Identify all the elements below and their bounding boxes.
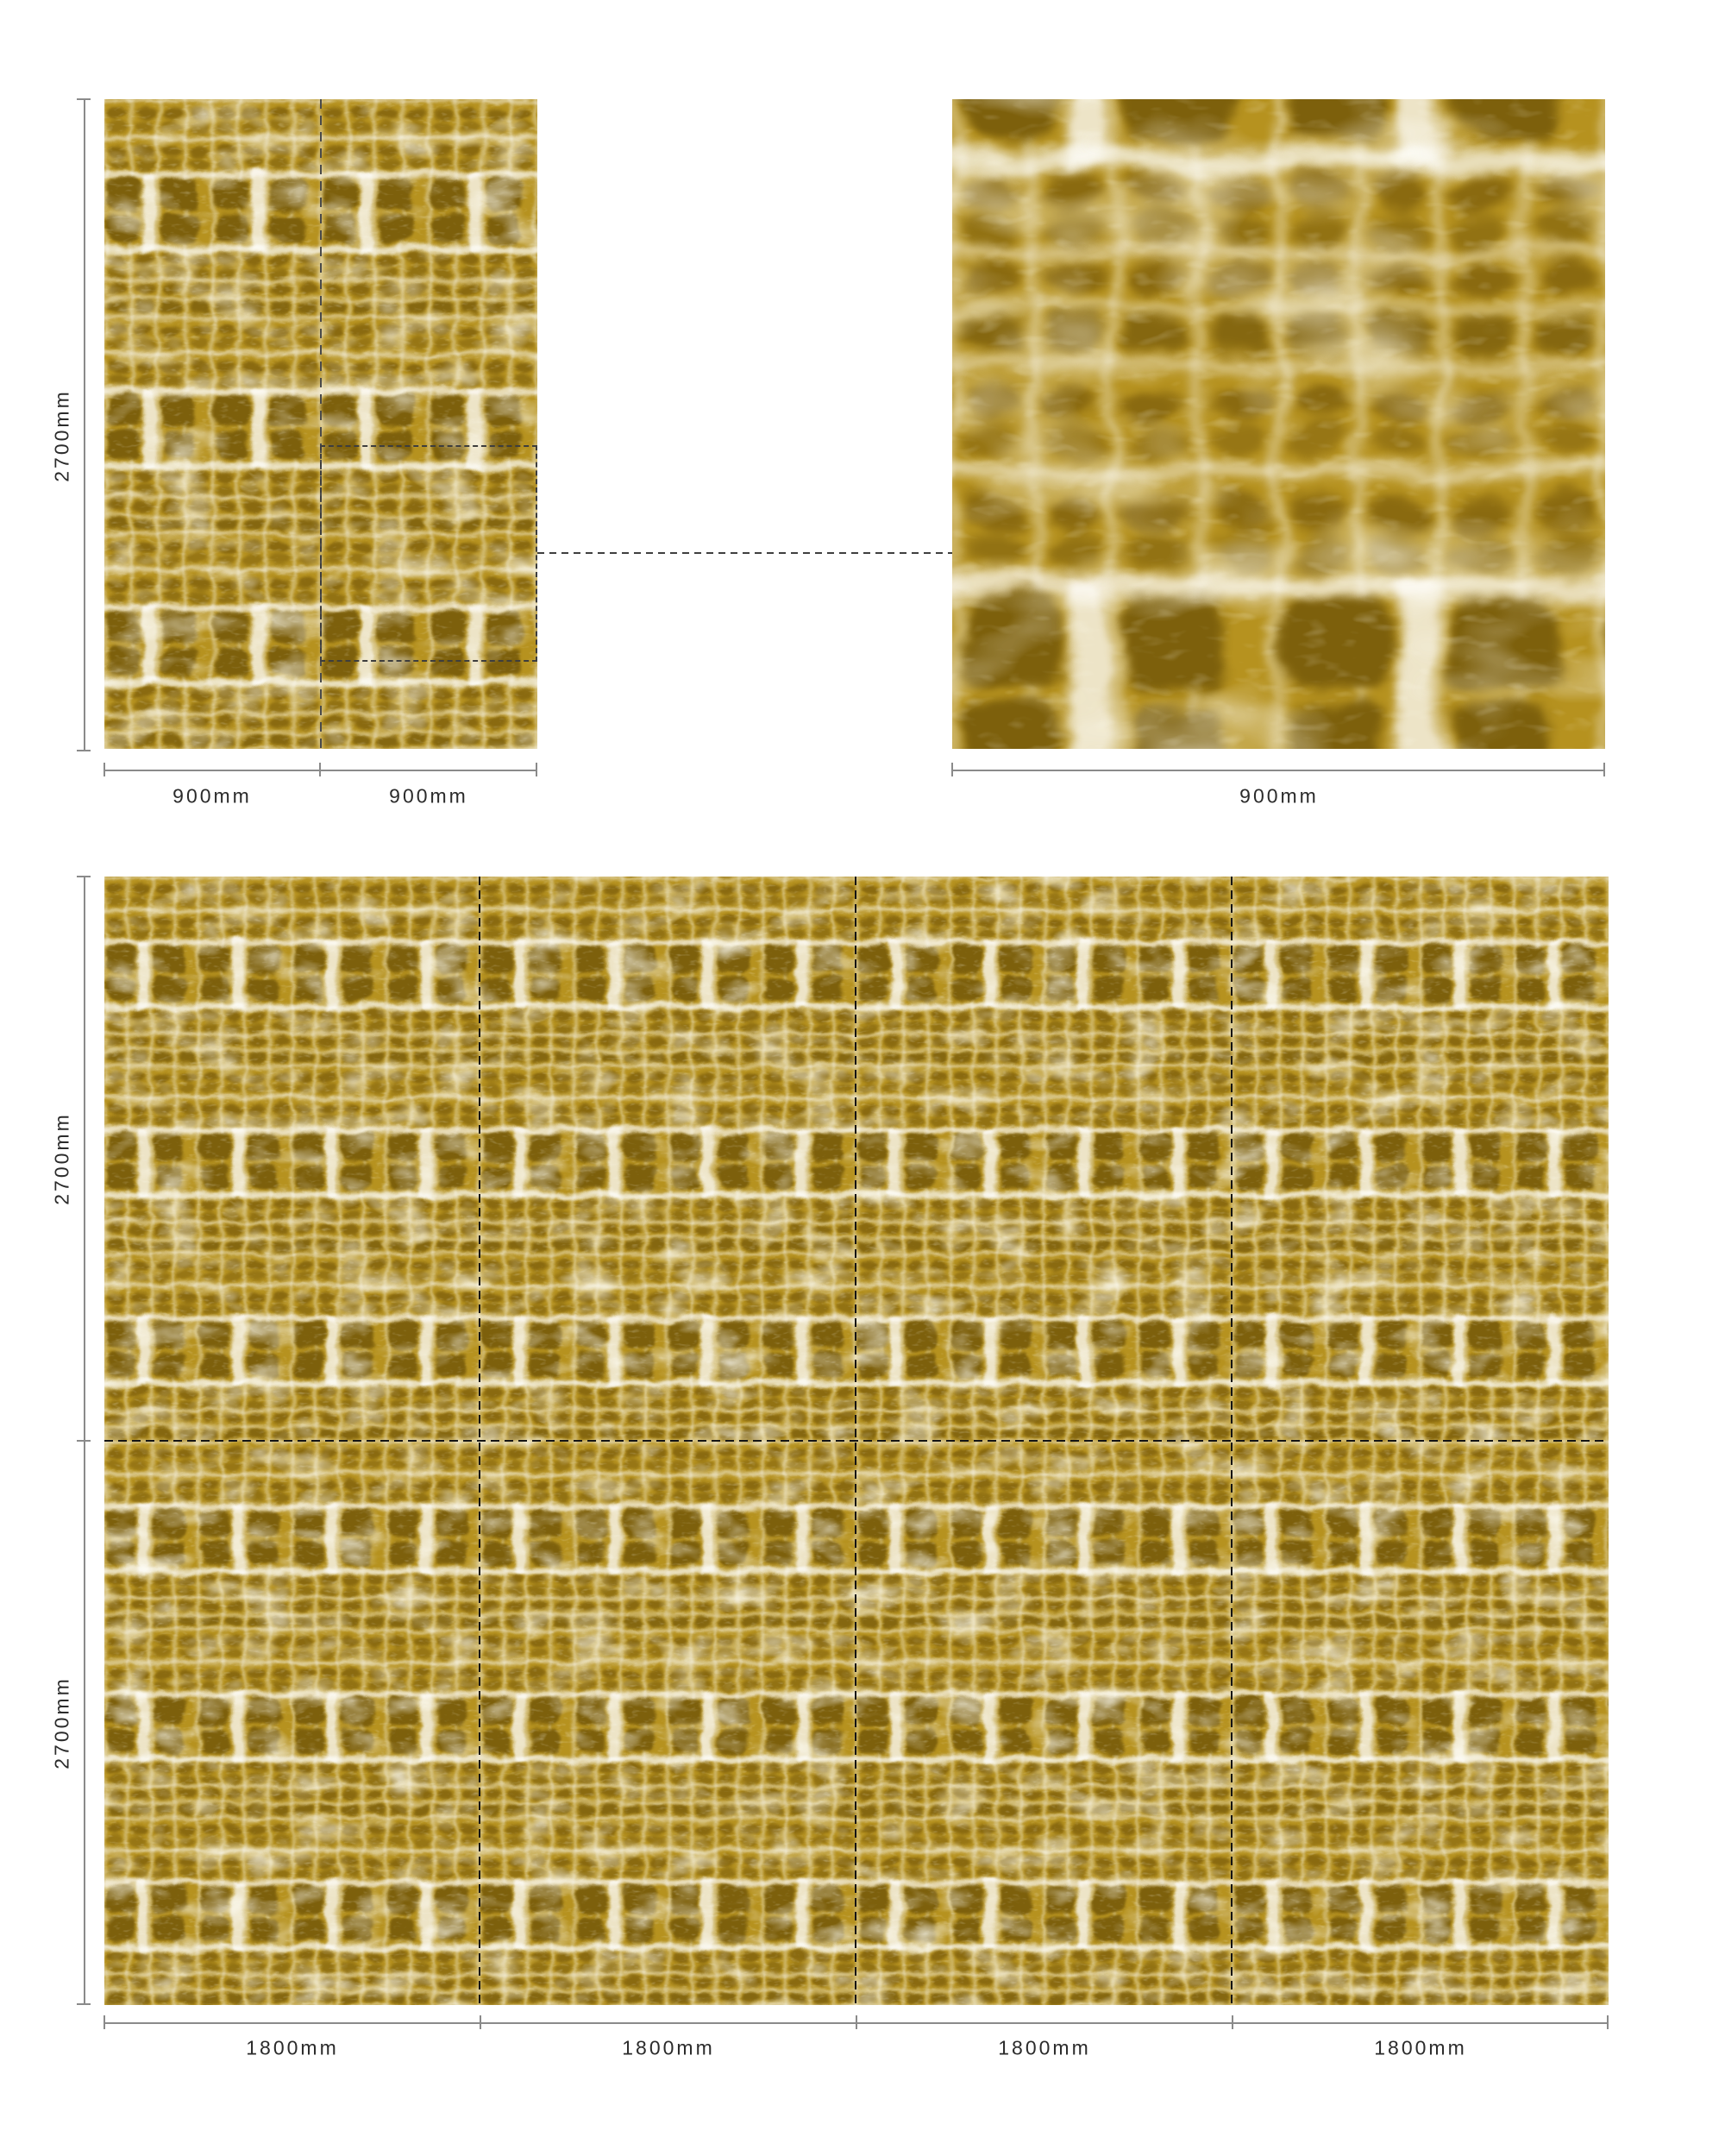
left-panel-height-label: 2700mm (50, 389, 73, 482)
detail-panel-pattern (952, 99, 1605, 749)
dimension-tick (77, 750, 91, 751)
dimension-tick (536, 763, 537, 776)
left-panel-width-label-2: 900mm (389, 784, 468, 808)
dimension-tick (77, 876, 91, 877)
wall-width-label-3: 1800mm (998, 2036, 1091, 2059)
detail-width-dimension-line (952, 770, 1605, 771)
dimension-tick (104, 2015, 105, 2029)
dimension-tick (77, 98, 91, 100)
left-width-dimension-line (104, 770, 537, 771)
detail-panel-width-label: 900mm (1239, 784, 1319, 808)
dimension-tick (77, 1440, 91, 1442)
wall-height-label-1: 2700mm (50, 1112, 73, 1205)
left-panel-width-label-1: 900mm (172, 784, 252, 808)
detail-area-box (320, 445, 537, 662)
wall-width-label-1: 1800mm (246, 2036, 339, 2059)
left-height-dimension-line (84, 99, 85, 751)
dimension-tick (951, 763, 953, 776)
dimension-tick (77, 2003, 91, 2005)
drop-split-line (320, 99, 322, 749)
wall-height-label-2: 2700mm (50, 1676, 73, 1769)
dimension-tick (1232, 2015, 1233, 2029)
wall-width-label-2: 1800mm (622, 2036, 715, 2059)
dimension-tick (104, 763, 105, 776)
dimension-tick (856, 2015, 857, 2029)
dimension-tick (1607, 2015, 1609, 2029)
detail-connector-line (537, 552, 952, 554)
dimension-tick (1603, 763, 1605, 776)
wall-split-line-horizontal (104, 1440, 1609, 1442)
dimension-tick (480, 2015, 481, 2029)
dimension-tick (319, 763, 321, 776)
wall-width-label-4: 1800mm (1374, 2036, 1467, 2059)
